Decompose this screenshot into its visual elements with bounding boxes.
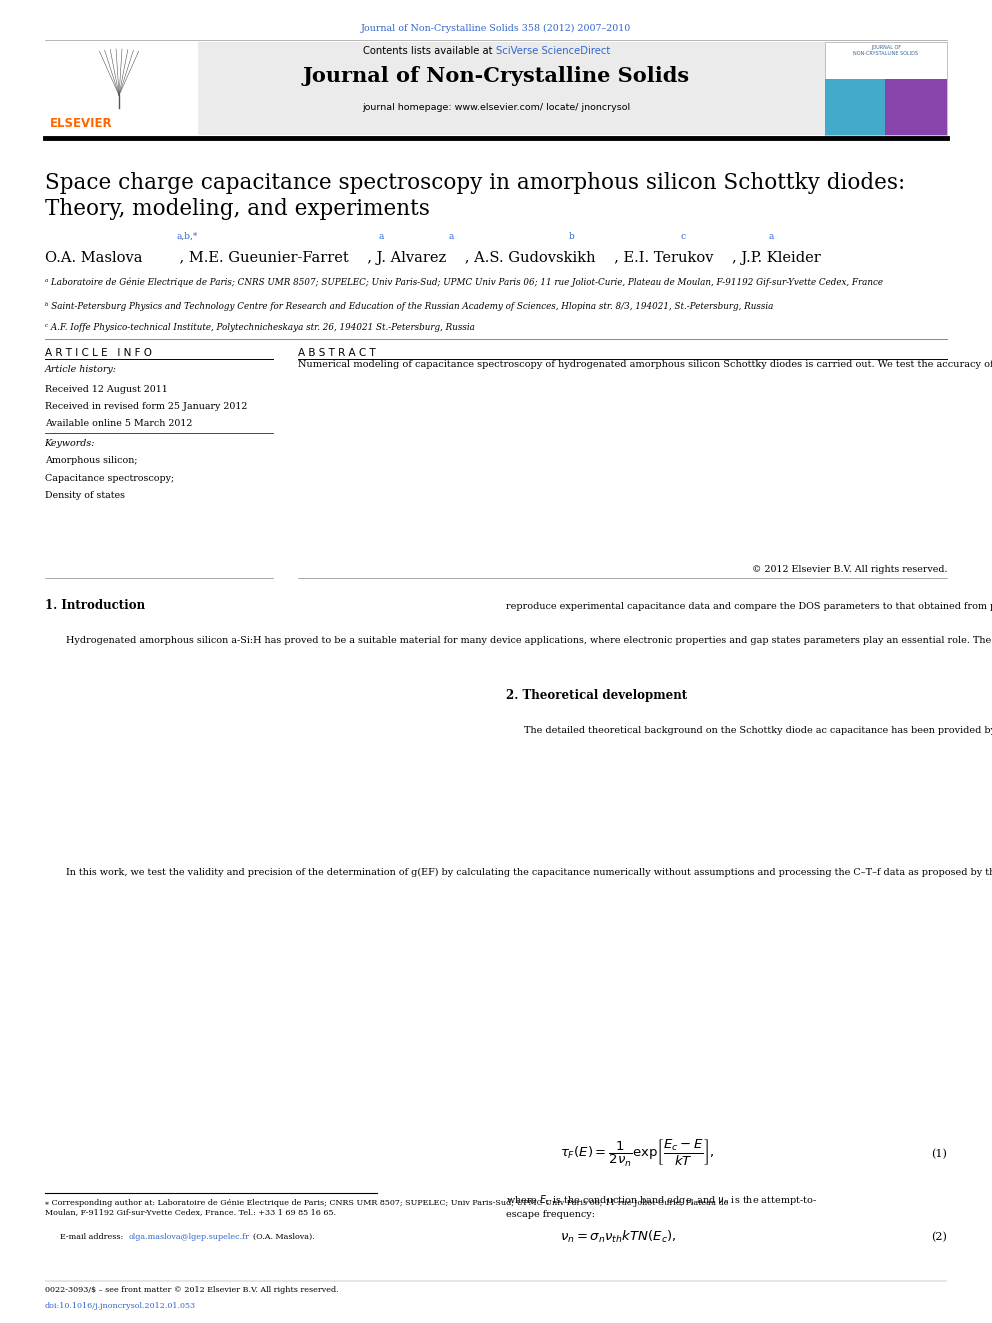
Text: ᶜ A.F. Ioffe Physico-technical Institute, Polytechnicheskaya str. 26, 194021 St.: ᶜ A.F. Ioffe Physico-technical Institute… bbox=[45, 323, 474, 332]
Text: The detailed theoretical background on the Schottky diode ac capacitance has bee: The detailed theoretical background on t… bbox=[524, 726, 992, 736]
Text: O.A. Maslova        , M.E. Gueunier-Farret    , J. Alvarez    , A.S. Gudovskikh : O.A. Maslova , M.E. Gueunier-Farret , J.… bbox=[45, 251, 839, 266]
Text: doi:10.1016/j.jnoncrysol.2012.01.053: doi:10.1016/j.jnoncrysol.2012.01.053 bbox=[45, 1302, 195, 1310]
Text: Capacitance spectroscopy;: Capacitance spectroscopy; bbox=[45, 474, 174, 483]
Text: olga.maslova@lgep.supelec.fr: olga.maslova@lgep.supelec.fr bbox=[129, 1233, 250, 1241]
Text: (O.A. Maslova).: (O.A. Maslova). bbox=[253, 1233, 314, 1241]
Text: Numerical modeling of capacitance spectroscopy of hydrogenated amorphous silicon: Numerical modeling of capacitance spectr… bbox=[298, 360, 992, 369]
Text: Density of states: Density of states bbox=[45, 491, 125, 500]
Text: 0022-3093/$ – see front matter © 2012 Elsevier B.V. All rights reserved.: 0022-3093/$ – see front matter © 2012 El… bbox=[45, 1286, 338, 1294]
Text: a,b,*: a,b,* bbox=[177, 232, 198, 241]
Text: a: a bbox=[448, 232, 453, 241]
Text: Received 12 August 2011: Received 12 August 2011 bbox=[45, 385, 168, 394]
Text: A B S T R A C T: A B S T R A C T bbox=[298, 348, 375, 359]
Text: Space charge capacitance spectroscopy in amorphous silicon Schottky diodes:
Theo: Space charge capacitance spectroscopy in… bbox=[45, 172, 905, 220]
Text: A R T I C L E   I N F O: A R T I C L E I N F O bbox=[45, 348, 152, 359]
Text: reproduce experimental capacitance data and compare the DOS parameters to that o: reproduce experimental capacitance data … bbox=[506, 602, 992, 611]
Text: E-mail address:: E-mail address: bbox=[60, 1233, 125, 1241]
FancyBboxPatch shape bbox=[825, 42, 947, 135]
FancyBboxPatch shape bbox=[825, 79, 885, 135]
Text: © 2012 Elsevier B.V. All rights reserved.: © 2012 Elsevier B.V. All rights reserved… bbox=[752, 565, 947, 574]
Text: SciVerse ScienceDirect: SciVerse ScienceDirect bbox=[496, 46, 610, 57]
Text: a: a bbox=[769, 232, 774, 241]
Text: ⁎ Corresponding author at: Laboratoire de Génie Electrique de Paris; CNRS UMR 85: ⁎ Corresponding author at: Laboratoire d… bbox=[45, 1199, 728, 1216]
Text: ᵇ Saint-Petersburg Physics and Technology Centre for Research and Education of t: ᵇ Saint-Petersburg Physics and Technolog… bbox=[45, 302, 773, 311]
Text: Journal of Non-Crystalline Solids: Journal of Non-Crystalline Solids bbox=[303, 66, 689, 86]
Text: 1. Introduction: 1. Introduction bbox=[45, 599, 145, 613]
Text: journal homepage: www.elsevier.com/ locate/ jnoncrysol: journal homepage: www.elsevier.com/ loca… bbox=[362, 103, 630, 112]
Text: Received in revised form 25 January 2012: Received in revised form 25 January 2012 bbox=[45, 402, 247, 411]
Text: ᵃ Laboratoire de Génie Electrique de Paris; CNRS UMR 8507; SUPELEC; Univ Paris-S: ᵃ Laboratoire de Génie Electrique de Par… bbox=[45, 278, 883, 287]
FancyBboxPatch shape bbox=[825, 79, 947, 135]
Text: In this work, we test the validity and precision of the determination of g(EF) b: In this work, we test the validity and p… bbox=[66, 868, 992, 877]
Text: Available online 5 March 2012: Available online 5 March 2012 bbox=[45, 419, 192, 429]
Text: Journal of Non-Crystalline Solids 358 (2012) 2007–2010: Journal of Non-Crystalline Solids 358 (2… bbox=[361, 24, 631, 33]
Text: where $E_c$ is the conduction band edge, and $\nu_n$ is the attempt-to-
escape f: where $E_c$ is the conduction band edge,… bbox=[506, 1193, 816, 1218]
Text: b: b bbox=[568, 232, 574, 241]
Text: ELSEVIER: ELSEVIER bbox=[50, 116, 112, 130]
Text: (2): (2) bbox=[931, 1232, 947, 1242]
Text: Hydrogenated amorphous silicon a-Si:H has proved to be a suitable material for m: Hydrogenated amorphous silicon a-Si:H ha… bbox=[66, 636, 992, 646]
Text: Article history:: Article history: bbox=[45, 365, 117, 374]
Text: 2. Theoretical development: 2. Theoretical development bbox=[506, 689, 687, 703]
FancyBboxPatch shape bbox=[45, 42, 947, 135]
Text: Keywords:: Keywords: bbox=[45, 439, 95, 448]
Text: (1): (1) bbox=[931, 1148, 947, 1159]
Text: JOURNAL OF
NON-CRYSTALLINE SOLIDS: JOURNAL OF NON-CRYSTALLINE SOLIDS bbox=[853, 45, 919, 56]
Text: Contents lists available at: Contents lists available at bbox=[363, 46, 496, 57]
Text: $\tau_F(E) = \dfrac{1}{2\nu_n} \exp\!\left[\dfrac{E_c - E}{kT}\right],$: $\tau_F(E) = \dfrac{1}{2\nu_n} \exp\!\le… bbox=[560, 1138, 715, 1170]
Text: a: a bbox=[379, 232, 384, 241]
FancyBboxPatch shape bbox=[45, 42, 198, 135]
Text: c: c bbox=[681, 232, 685, 241]
Text: Amorphous silicon;: Amorphous silicon; bbox=[45, 456, 137, 466]
Text: $\nu_n = \sigma_n \nu_{th} kTN(E_c),$: $\nu_n = \sigma_n \nu_{th} kTN(E_c),$ bbox=[560, 1229, 677, 1245]
